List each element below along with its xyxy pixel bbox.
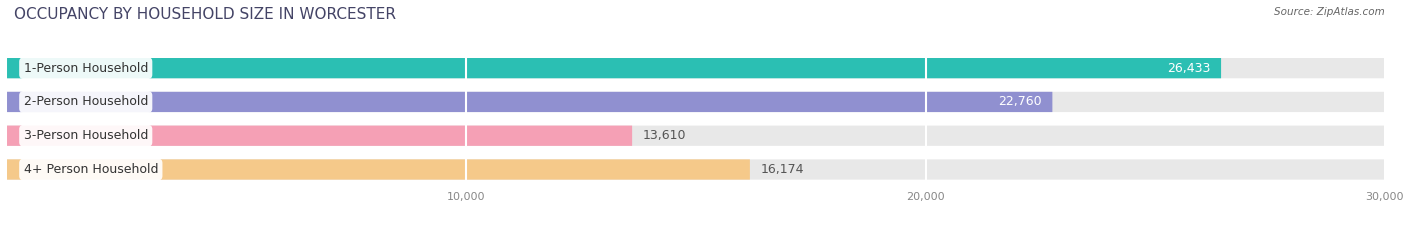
FancyBboxPatch shape (7, 159, 749, 180)
FancyBboxPatch shape (7, 58, 1385, 78)
Text: Source: ZipAtlas.com: Source: ZipAtlas.com (1274, 7, 1385, 17)
FancyBboxPatch shape (7, 92, 1385, 112)
Text: 26,433: 26,433 (1167, 62, 1211, 75)
Text: 3-Person Household: 3-Person Household (24, 129, 148, 142)
FancyBboxPatch shape (7, 126, 1385, 146)
Text: 4+ Person Household: 4+ Person Household (24, 163, 157, 176)
Text: OCCUPANCY BY HOUSEHOLD SIZE IN WORCESTER: OCCUPANCY BY HOUSEHOLD SIZE IN WORCESTER (14, 7, 396, 22)
FancyBboxPatch shape (7, 58, 1220, 78)
FancyBboxPatch shape (7, 126, 633, 146)
Text: 2-Person Household: 2-Person Household (24, 96, 148, 108)
FancyBboxPatch shape (7, 159, 1385, 180)
Text: 13,610: 13,610 (643, 129, 686, 142)
Text: 16,174: 16,174 (761, 163, 804, 176)
FancyBboxPatch shape (7, 92, 1052, 112)
Text: 22,760: 22,760 (998, 96, 1042, 108)
Text: 1-Person Household: 1-Person Household (24, 62, 148, 75)
